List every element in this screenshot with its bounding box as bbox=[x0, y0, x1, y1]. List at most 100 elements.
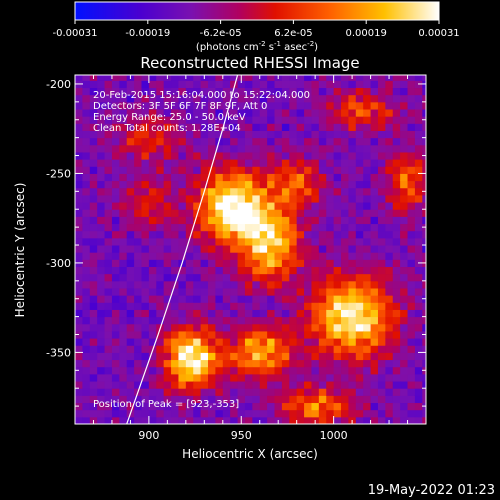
heatmap-cell bbox=[377, 252, 386, 260]
heatmap-cell bbox=[134, 359, 143, 368]
heatmap-cell bbox=[119, 395, 128, 404]
heatmap-cell bbox=[296, 402, 305, 411]
heatmap-cell bbox=[75, 209, 83, 217]
heatmap-cell bbox=[111, 280, 120, 289]
heatmap-cell bbox=[156, 266, 165, 275]
heatmap-cell bbox=[148, 381, 157, 389]
heatmap-cell bbox=[281, 194, 290, 203]
heatmap-cell bbox=[134, 94, 143, 103]
heatmap-cell bbox=[407, 87, 416, 96]
heatmap-cell bbox=[156, 359, 165, 368]
heatmap-cell bbox=[141, 352, 150, 361]
heatmap-cell bbox=[104, 402, 113, 411]
heatmap-cell bbox=[126, 359, 135, 368]
heatmap-cell bbox=[97, 151, 106, 160]
heatmap-cell bbox=[171, 259, 179, 268]
heatmap-cell bbox=[267, 280, 276, 289]
heatmap-cell bbox=[281, 223, 290, 232]
heatmap-cell bbox=[377, 216, 386, 225]
heatmap-cell bbox=[111, 159, 120, 167]
heatmap-cell bbox=[422, 194, 426, 203]
heatmap-cell bbox=[111, 309, 120, 318]
heatmap-cell bbox=[370, 144, 379, 153]
heatmap-cell bbox=[252, 280, 261, 289]
heatmap-cell bbox=[171, 94, 179, 103]
heatmap-cell bbox=[311, 187, 320, 196]
heatmap-cell bbox=[274, 123, 283, 131]
heatmap-cell bbox=[363, 209, 372, 217]
heatmap-cell bbox=[296, 80, 305, 89]
heatmap-cell bbox=[75, 237, 83, 246]
heatmap-cell bbox=[75, 245, 83, 253]
heatmap-cell bbox=[148, 395, 157, 404]
heatmap-cell bbox=[289, 409, 298, 418]
heatmap-cell bbox=[97, 295, 106, 303]
heatmap-cell bbox=[422, 94, 426, 103]
heatmap-cell bbox=[244, 409, 253, 418]
heatmap-cell bbox=[392, 302, 401, 310]
heatmap-cell bbox=[222, 373, 231, 382]
heatmap-cell bbox=[193, 173, 202, 182]
heatmap-cell bbox=[82, 280, 91, 289]
heatmap-cell bbox=[311, 151, 320, 160]
heatmap-cell bbox=[407, 345, 416, 353]
heatmap-cell bbox=[355, 338, 364, 346]
heatmap-cell bbox=[348, 116, 357, 124]
heatmap-cell bbox=[296, 223, 305, 232]
heatmap-cell bbox=[82, 87, 91, 96]
heatmap-cell bbox=[363, 101, 372, 110]
heatmap-cell bbox=[274, 180, 283, 189]
heatmap-cell bbox=[89, 237, 98, 246]
heatmap-cell bbox=[348, 159, 357, 167]
heatmap-cell bbox=[355, 266, 364, 275]
heatmap-cell bbox=[126, 266, 135, 275]
heatmap-cell bbox=[407, 416, 416, 424]
heatmap-cell bbox=[274, 352, 283, 361]
heatmap-cell bbox=[156, 345, 165, 353]
heatmap-cell bbox=[377, 309, 386, 318]
heatmap-cell bbox=[222, 302, 231, 310]
heatmap-cell bbox=[326, 388, 335, 396]
heatmap-cell bbox=[333, 180, 342, 189]
heatmap-cell bbox=[208, 266, 216, 275]
heatmap-cell bbox=[141, 75, 150, 81]
heatmap-cell bbox=[407, 80, 416, 89]
annotation-block: 20-Feb-2015 15:16:04.000 to 15:22:04.000… bbox=[93, 90, 310, 134]
heatmap-cell bbox=[237, 209, 246, 217]
heatmap-cell bbox=[289, 309, 298, 318]
heatmap-cell bbox=[141, 87, 150, 96]
heatmap-cell bbox=[377, 116, 386, 124]
heatmap-cell bbox=[311, 116, 320, 124]
heatmap-cell bbox=[104, 101, 113, 110]
heatmap-cell bbox=[208, 159, 216, 167]
heatmap-cell bbox=[377, 381, 386, 389]
heatmap-cell bbox=[392, 137, 401, 146]
heatmap-cell bbox=[97, 245, 106, 253]
heatmap-cell bbox=[237, 259, 246, 268]
heatmap-cell bbox=[289, 173, 298, 182]
heatmap-cell bbox=[267, 166, 276, 174]
heatmap-cell bbox=[185, 173, 194, 182]
heatmap-cell bbox=[200, 402, 209, 411]
heatmap-cell bbox=[119, 230, 128, 239]
heatmap-cell bbox=[208, 180, 216, 189]
heatmap-cell bbox=[407, 309, 416, 318]
heatmap-cell bbox=[363, 166, 372, 174]
heatmap-cell bbox=[185, 75, 194, 81]
heatmap-cell bbox=[392, 366, 401, 375]
heatmap-cell bbox=[348, 366, 357, 375]
heatmap-cell bbox=[82, 173, 91, 182]
peak-position-label: Position of Peak = [923,-353] bbox=[93, 399, 239, 410]
heatmap-cell bbox=[97, 237, 106, 246]
heatmap-cell bbox=[171, 194, 179, 203]
heatmap-cell bbox=[304, 216, 312, 225]
heatmap-cell bbox=[104, 166, 113, 174]
heatmap-cell bbox=[318, 151, 327, 160]
heatmap-cell bbox=[377, 316, 386, 325]
heatmap-cell bbox=[252, 151, 261, 160]
heatmap-cell bbox=[75, 230, 83, 239]
heatmap-cell bbox=[414, 194, 423, 203]
heatmap-cell bbox=[414, 409, 423, 418]
annotation-detectors: Detectors: 3F 5F 6F 7F 8F 9F, Att 0 bbox=[93, 101, 267, 112]
heatmap-cell bbox=[363, 173, 372, 182]
